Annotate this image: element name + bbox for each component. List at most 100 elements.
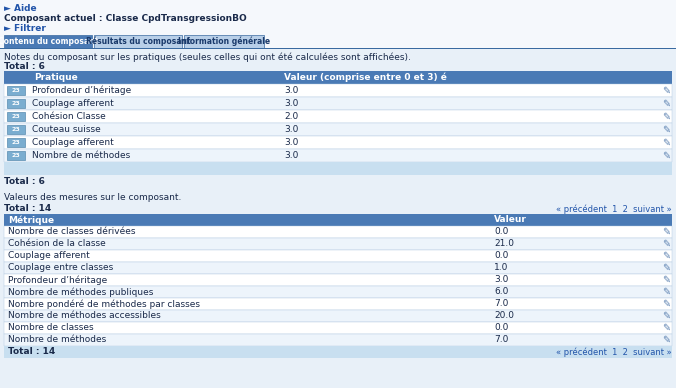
Text: Information générale: Information générale bbox=[178, 37, 270, 46]
Text: Couplage afferent: Couplage afferent bbox=[32, 138, 114, 147]
Bar bbox=[4, 97, 672, 110]
Bar bbox=[4, 35, 92, 48]
Text: Profondeur d’héritage: Profondeur d’héritage bbox=[8, 275, 107, 285]
Text: Couteau suisse: Couteau suisse bbox=[32, 125, 101, 134]
Text: Nombre de méthodes: Nombre de méthodes bbox=[8, 336, 106, 345]
Bar bbox=[94, 35, 182, 48]
Text: 23: 23 bbox=[11, 127, 20, 132]
Text: 3.0: 3.0 bbox=[284, 151, 298, 160]
Text: 23: 23 bbox=[11, 114, 20, 119]
Text: 0.0: 0.0 bbox=[494, 227, 508, 237]
Text: ✎: ✎ bbox=[662, 85, 670, 95]
Text: ✎: ✎ bbox=[662, 263, 670, 273]
Text: Contenu du composant: Contenu du composant bbox=[0, 37, 98, 46]
Text: 7.0: 7.0 bbox=[494, 336, 508, 345]
Bar bbox=[4, 162, 672, 175]
Text: Nombre de classes dérivées: Nombre de classes dérivées bbox=[8, 227, 135, 237]
Text: 6.0: 6.0 bbox=[494, 288, 508, 296]
Text: ► Aide: ► Aide bbox=[4, 4, 37, 13]
Text: ✎: ✎ bbox=[662, 227, 670, 237]
Bar bbox=[4, 71, 672, 84]
Text: Profondeur d’héritage: Profondeur d’héritage bbox=[32, 86, 131, 95]
Bar bbox=[4, 136, 672, 149]
Text: Couplage afferent: Couplage afferent bbox=[32, 99, 114, 108]
Text: Total : 14: Total : 14 bbox=[8, 348, 55, 357]
Text: Notes du composant sur les pratiques (seules celles qui ont été calculées sont a: Notes du composant sur les pratiques (se… bbox=[4, 52, 411, 62]
Text: Métrique: Métrique bbox=[8, 215, 54, 225]
Bar bbox=[4, 123, 672, 136]
Text: Valeur (comprise entre 0 et 3) é: Valeur (comprise entre 0 et 3) é bbox=[284, 73, 447, 82]
Text: 23: 23 bbox=[11, 140, 20, 145]
Bar bbox=[7, 138, 25, 147]
Text: Valeur: Valeur bbox=[494, 215, 527, 225]
Text: Nombre de méthodes publiques: Nombre de méthodes publiques bbox=[8, 287, 153, 297]
Text: 1.0: 1.0 bbox=[494, 263, 508, 272]
Bar bbox=[4, 110, 672, 123]
Bar bbox=[4, 310, 672, 322]
Text: ✎: ✎ bbox=[662, 239, 670, 249]
Text: 20.0: 20.0 bbox=[494, 312, 514, 320]
Text: 23: 23 bbox=[11, 88, 20, 93]
Text: ✎: ✎ bbox=[662, 151, 670, 161]
Bar bbox=[7, 112, 25, 121]
Bar bbox=[4, 334, 672, 346]
Text: Cohésion Classe: Cohésion Classe bbox=[32, 112, 105, 121]
Bar bbox=[4, 322, 672, 334]
Bar bbox=[4, 84, 672, 97]
Text: Nombre de méthodes accessibles: Nombre de méthodes accessibles bbox=[8, 312, 161, 320]
Text: Composant actuel : Classe CpdTransgressionBO: Composant actuel : Classe CpdTransgressi… bbox=[4, 14, 247, 23]
Text: ✎: ✎ bbox=[662, 111, 670, 121]
Text: 3.0: 3.0 bbox=[284, 99, 298, 108]
Text: Total : 14: Total : 14 bbox=[4, 204, 51, 213]
Text: ✎: ✎ bbox=[662, 125, 670, 135]
Text: 23: 23 bbox=[11, 153, 20, 158]
Bar bbox=[0, 48, 676, 49]
Text: Pratique: Pratique bbox=[34, 73, 78, 82]
Bar bbox=[4, 226, 672, 238]
Text: ✎: ✎ bbox=[662, 287, 670, 297]
Text: 2.0: 2.0 bbox=[284, 112, 298, 121]
Text: Nombre de méthodes: Nombre de méthodes bbox=[32, 151, 130, 160]
Text: ✎: ✎ bbox=[662, 323, 670, 333]
Text: 0.0: 0.0 bbox=[494, 324, 508, 333]
Bar bbox=[4, 149, 672, 162]
Bar bbox=[7, 125, 25, 134]
Text: Résultats du composant: Résultats du composant bbox=[86, 37, 191, 46]
Text: 7.0: 7.0 bbox=[494, 300, 508, 308]
Bar bbox=[4, 250, 672, 262]
Text: Total : 6: Total : 6 bbox=[4, 62, 45, 71]
Text: 3.0: 3.0 bbox=[494, 275, 508, 284]
Text: « précédent  1  2  suivant »: « précédent 1 2 suivant » bbox=[556, 204, 672, 213]
Text: ✎: ✎ bbox=[662, 299, 670, 309]
Text: ✎: ✎ bbox=[662, 311, 670, 321]
Text: Couplage entre classes: Couplage entre classes bbox=[8, 263, 114, 272]
Bar bbox=[4, 238, 672, 250]
Text: Couplage afferent: Couplage afferent bbox=[8, 251, 90, 260]
Text: ✎: ✎ bbox=[662, 251, 670, 261]
Bar bbox=[4, 214, 672, 226]
Text: 23: 23 bbox=[11, 101, 20, 106]
Bar bbox=[4, 298, 672, 310]
Bar bbox=[4, 274, 672, 286]
Text: Cohésion de la classe: Cohésion de la classe bbox=[8, 239, 105, 248]
Bar bbox=[4, 286, 672, 298]
Bar bbox=[0, 0, 676, 55]
Text: « précédent  1  2  suivant »: « précédent 1 2 suivant » bbox=[556, 347, 672, 357]
Bar bbox=[184, 35, 264, 48]
Text: Nombre de classes: Nombre de classes bbox=[8, 324, 93, 333]
Text: Valeurs des mesures sur le composant.: Valeurs des mesures sur le composant. bbox=[4, 193, 181, 202]
Bar bbox=[4, 262, 672, 274]
Text: ✎: ✎ bbox=[662, 275, 670, 285]
Text: ✎: ✎ bbox=[662, 137, 670, 147]
Text: Nombre pondéré de méthodes par classes: Nombre pondéré de méthodes par classes bbox=[8, 299, 200, 309]
Bar bbox=[0, 49, 676, 388]
Bar bbox=[7, 151, 25, 160]
Text: ► Filtrer: ► Filtrer bbox=[4, 24, 46, 33]
Text: 3.0: 3.0 bbox=[284, 138, 298, 147]
Text: 3.0: 3.0 bbox=[284, 125, 298, 134]
Text: ✎: ✎ bbox=[662, 335, 670, 345]
Text: ✎: ✎ bbox=[662, 99, 670, 109]
Bar bbox=[7, 99, 25, 108]
Bar bbox=[4, 346, 672, 358]
Text: 3.0: 3.0 bbox=[284, 86, 298, 95]
